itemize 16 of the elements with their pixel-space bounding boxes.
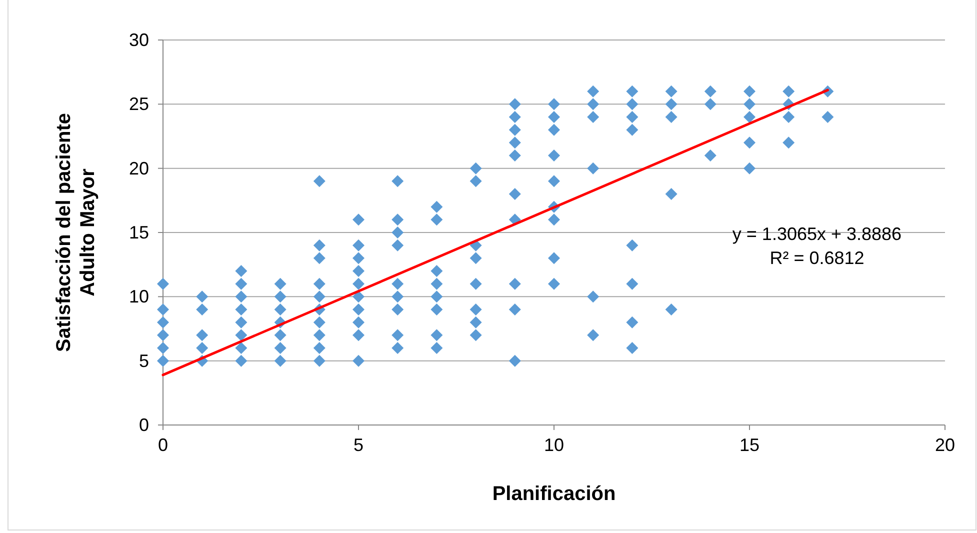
y-tick-label: 25 [128, 94, 149, 114]
y-tick-label: 15 [128, 222, 149, 242]
x-tick-label: 0 [158, 435, 168, 455]
y-tick-label: 10 [128, 286, 149, 307]
y-tick-label: 5 [138, 350, 149, 371]
y-tick-label: 20 [128, 158, 149, 178]
y-tick-label: 0 [138, 415, 149, 435]
x-tick-label: 5 [353, 435, 364, 455]
x-tick-label: 20 [934, 435, 956, 455]
x-tick-label: 15 [739, 435, 760, 455]
x-axis-title: Planificación [492, 483, 616, 505]
y-tick-label: 30 [128, 30, 149, 50]
x-tick-label: 10 [544, 435, 564, 455]
annotation: R² = 0.6812 [770, 248, 864, 268]
y-axis-title: Satisfacción del paciente Adulto Mayor [53, 113, 99, 352]
annotation: y = 1.3065x + 3.8886 [732, 224, 902, 244]
